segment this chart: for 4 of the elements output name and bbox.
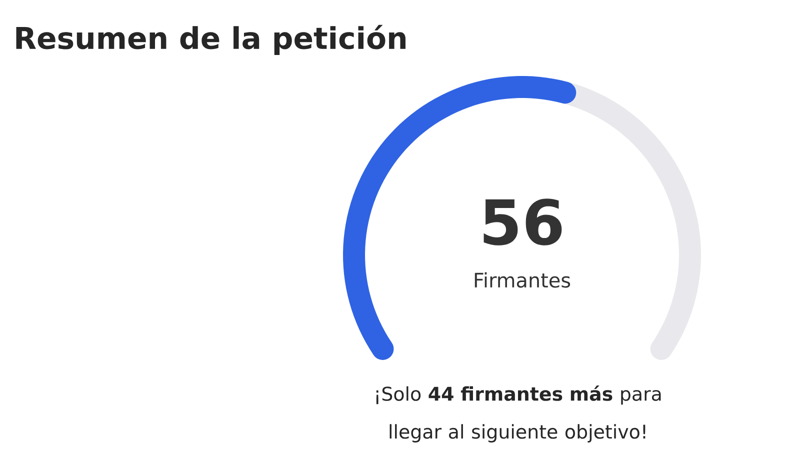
text: Firmantes [474, 272, 570, 288]
text: ¡Solo 44 firmantes más para llegar al siguiente objetivo! [376, 386, 661, 442]
data-label: 56 [484, 198, 562, 246]
chart-title: Resumen de la petición [16, 24, 406, 56]
